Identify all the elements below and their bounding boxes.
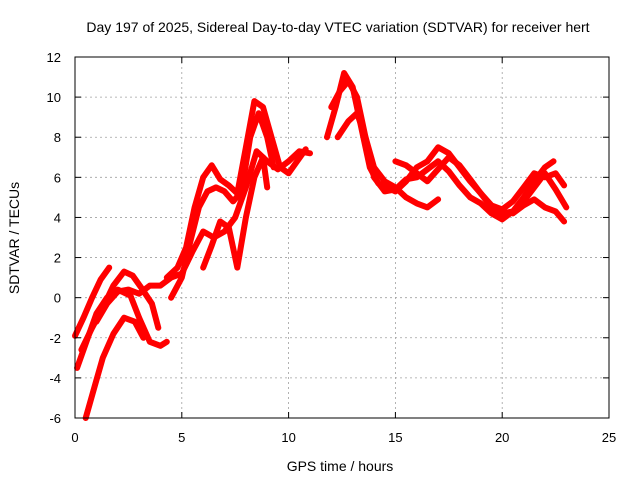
y-tick-label: 8: [54, 130, 61, 145]
y-tick-label: -4: [49, 371, 61, 386]
series-line-arc-12: [392, 154, 568, 213]
x-tick-label: 25: [602, 430, 616, 445]
series-line-arc-8: [200, 154, 271, 271]
y-tick-label: 2: [54, 251, 61, 266]
y-tick-label: 6: [54, 170, 61, 185]
y-tick-label: -6: [49, 411, 61, 426]
chart-title: Day 197 of 2025, Sidereal Day-to-day VTE…: [86, 19, 589, 35]
y-axis-label: SDTVAR / TECUs: [6, 182, 22, 294]
plot-frame: [74, 56, 610, 419]
x-axis-label: GPS time / hours: [287, 458, 394, 474]
y-tick-label: 10: [47, 90, 61, 105]
y-tick-label: 0: [54, 291, 61, 306]
y-tick-label: 4: [54, 210, 61, 225]
x-tick-label: 5: [178, 430, 185, 445]
series-line-arc-1: [72, 264, 113, 339]
series-line-arc-11: [334, 110, 442, 211]
x-tick-label: 20: [495, 430, 509, 445]
grid: [75, 57, 609, 418]
x-axis: 0 5 10 15 20 25: [71, 57, 616, 445]
series-line-arc-13: [509, 196, 568, 225]
data-traces: [72, 70, 570, 421]
y-tick-label: 12: [47, 50, 61, 65]
x-tick-label: 0: [71, 430, 78, 445]
series-line-arc-4: [82, 314, 147, 421]
series-line-arc-7: [168, 110, 277, 301]
y-axis: -6 -4 -2 0 2 4 6 8 10 12: [47, 50, 609, 426]
x-tick-label: 10: [281, 430, 295, 445]
x-tick-label: 15: [388, 430, 402, 445]
y-tick-label: -2: [49, 331, 61, 346]
